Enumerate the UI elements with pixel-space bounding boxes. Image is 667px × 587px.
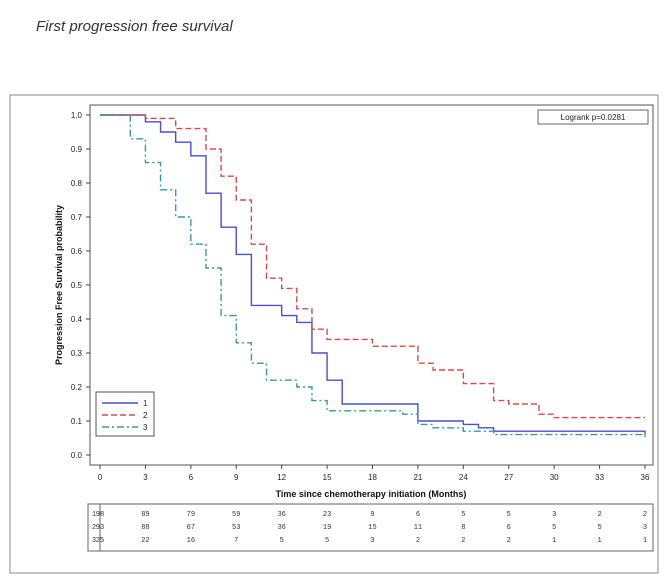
at-risk-cell: 36 bbox=[277, 511, 285, 519]
at-risk-values: 1 98 89 79 59 36 23 9 6 5 5 3 2 22 93 88 67 53 36 19 15 11 8 6 5… bbox=[92, 511, 647, 545]
at-risk-cell: 59 bbox=[232, 511, 240, 519]
at-risk-cell: 2 bbox=[597, 511, 601, 519]
at-risk-cell: 5 bbox=[461, 511, 465, 519]
x-tick-label: 15 bbox=[323, 473, 332, 482]
annotation-box bbox=[537, 109, 649, 125]
x-tick-label: 18 bbox=[368, 473, 377, 482]
legend: 1 2 3 bbox=[95, 391, 155, 437]
y-tick-label: 0.5 bbox=[71, 281, 83, 290]
at-risk-cell: 9 bbox=[370, 511, 374, 519]
at-risk-cell: 36 bbox=[277, 524, 285, 532]
y-tick-label: 0.3 bbox=[71, 349, 83, 358]
y-tick-label: 0.2 bbox=[71, 383, 83, 392]
at-risk-cell: 5 bbox=[552, 524, 556, 532]
at-risk-cell: 93 bbox=[96, 524, 104, 532]
at-risk-cell: 3 bbox=[643, 524, 647, 532]
x-axis-label: Time since chemotherapy initiation (Mont… bbox=[276, 489, 467, 499]
at-risk-table bbox=[87, 503, 654, 552]
at-risk-cell: 6 bbox=[416, 511, 420, 519]
at-risk-cell: 3 bbox=[552, 511, 556, 519]
y-axis-label: Progression Free Survival probability bbox=[54, 205, 64, 365]
x-tick-label: 33 bbox=[595, 473, 604, 482]
y-tick-label: 0.0 bbox=[71, 451, 83, 460]
x-tick-label: 3 bbox=[143, 473, 148, 482]
x-tick-label: 0 bbox=[98, 473, 103, 482]
x-tick-label: 27 bbox=[504, 473, 513, 482]
x-tick-label: 21 bbox=[413, 473, 422, 482]
x-tick-label: 9 bbox=[234, 473, 239, 482]
at-risk-cell: 11 bbox=[414, 524, 422, 532]
y-tick-label: 1.0 bbox=[71, 111, 83, 120]
series-line-1 bbox=[100, 114, 646, 435]
x-tick-label: 6 bbox=[189, 473, 194, 482]
at-risk-cell: 8 bbox=[461, 524, 465, 532]
at-risk-cell: 3 bbox=[370, 537, 374, 545]
at-risk-cell: 19 bbox=[323, 524, 331, 532]
at-risk-cell: 22 bbox=[141, 537, 149, 545]
y-tick-label: 0.6 bbox=[71, 247, 83, 256]
at-risk-row-label: 3 bbox=[92, 537, 96, 545]
plot-area bbox=[89, 104, 654, 466]
at-risk-cell: 67 bbox=[187, 524, 195, 532]
at-risk-cell: 5 bbox=[325, 537, 329, 545]
at-risk-cell: 23 bbox=[323, 511, 331, 519]
y-tick-label: 0.7 bbox=[71, 213, 83, 222]
at-risk-cell: 25 bbox=[96, 537, 104, 545]
y-tick-label: 0.4 bbox=[71, 315, 83, 324]
x-tick-label: 12 bbox=[277, 473, 286, 482]
at-risk-cell: 5 bbox=[280, 537, 284, 545]
x-tick-label: 36 bbox=[641, 473, 650, 482]
at-risk-cell: 53 bbox=[232, 524, 240, 532]
legend-box bbox=[95, 391, 155, 437]
legend-label-3: 3 bbox=[143, 423, 148, 432]
x-tick-label: 30 bbox=[550, 473, 559, 482]
at-risk-row-label: 1 bbox=[92, 511, 96, 519]
at-risk-cell: 5 bbox=[597, 524, 601, 532]
at-risk-cell: 1 bbox=[597, 537, 601, 545]
at-risk-cell: 2 bbox=[507, 537, 511, 545]
at-risk-cell: 6 bbox=[507, 524, 511, 532]
y-tick-label: 0.8 bbox=[71, 179, 83, 188]
page-title: First progression free survival bbox=[36, 18, 233, 35]
axis-ticks: 0 3 6 9 12 15 18 21 24 27 30 33 360.00.10.20.30.40.5… bbox=[71, 111, 650, 482]
at-risk-cell: 5 bbox=[507, 511, 511, 519]
series-lines bbox=[100, 114, 646, 438]
at-risk-cell: 1 bbox=[643, 537, 647, 545]
at-risk-cell: 98 bbox=[96, 511, 104, 519]
series-line-3 bbox=[100, 114, 646, 438]
at-risk-cell: 2 bbox=[461, 537, 465, 545]
at-risk-cell: 89 bbox=[141, 511, 149, 519]
legend-label-2: 2 bbox=[143, 411, 148, 420]
at-risk-cell: 2 bbox=[416, 537, 420, 545]
legend-label-1: 1 bbox=[143, 399, 148, 408]
at-risk-cell: 15 bbox=[368, 524, 376, 532]
series-line-2 bbox=[100, 114, 645, 419]
at-risk-cell: 88 bbox=[141, 524, 149, 532]
at-risk-cell: 7 bbox=[234, 537, 238, 545]
at-risk-cell: 16 bbox=[187, 537, 195, 545]
annotation-text: Logrank p=0.0281 bbox=[561, 113, 626, 122]
y-tick-label: 0.1 bbox=[71, 417, 83, 426]
x-tick-label: 24 bbox=[459, 473, 468, 482]
at-risk-cell: 2 bbox=[643, 511, 647, 519]
at-risk-cell: 1 bbox=[552, 537, 556, 545]
at-risk-cell: 79 bbox=[187, 511, 195, 519]
y-tick-label: 0.9 bbox=[71, 145, 83, 154]
at-risk-row-label: 2 bbox=[92, 524, 96, 532]
